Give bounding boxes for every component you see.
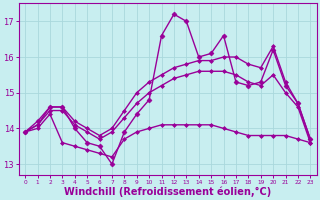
X-axis label: Windchill (Refroidissement éolien,°C): Windchill (Refroidissement éolien,°C) (64, 186, 271, 197)
